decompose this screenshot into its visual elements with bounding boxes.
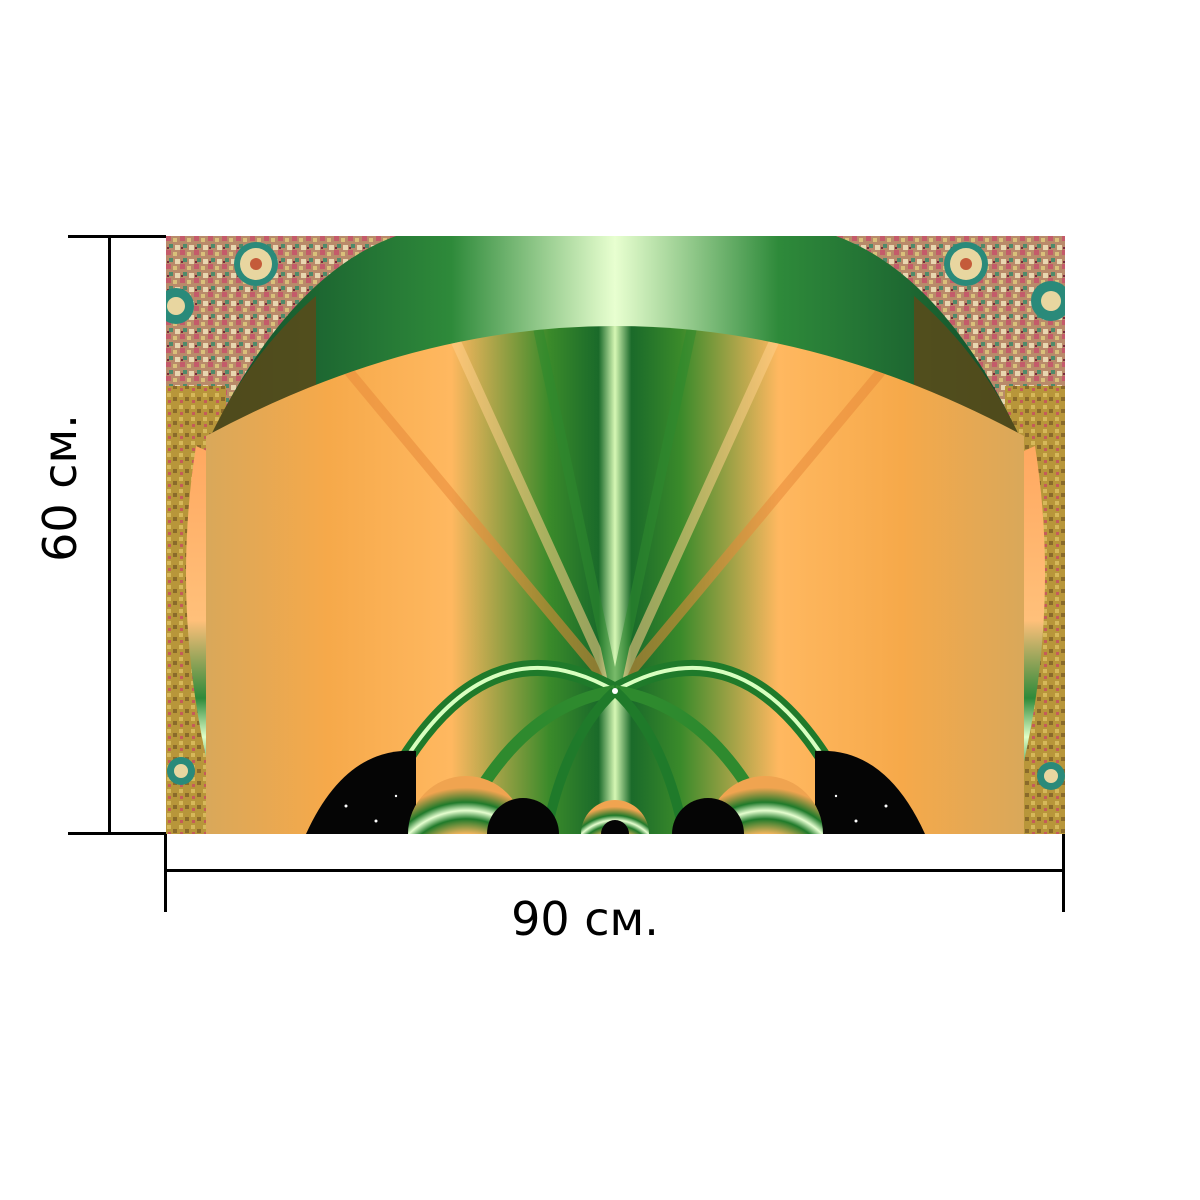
height-top-tick <box>68 235 166 238</box>
width-label: 90 см. <box>511 892 659 946</box>
fractal-artwork-image <box>166 236 1065 834</box>
width-right-tick <box>1062 834 1065 912</box>
height-bottom-tick <box>68 832 166 835</box>
height-dimension-line <box>108 236 111 834</box>
height-label: 60 см. <box>33 414 87 562</box>
width-left-tick <box>164 834 167 912</box>
width-dimension-line <box>166 869 1065 872</box>
fractal-print-icon <box>166 236 1065 834</box>
